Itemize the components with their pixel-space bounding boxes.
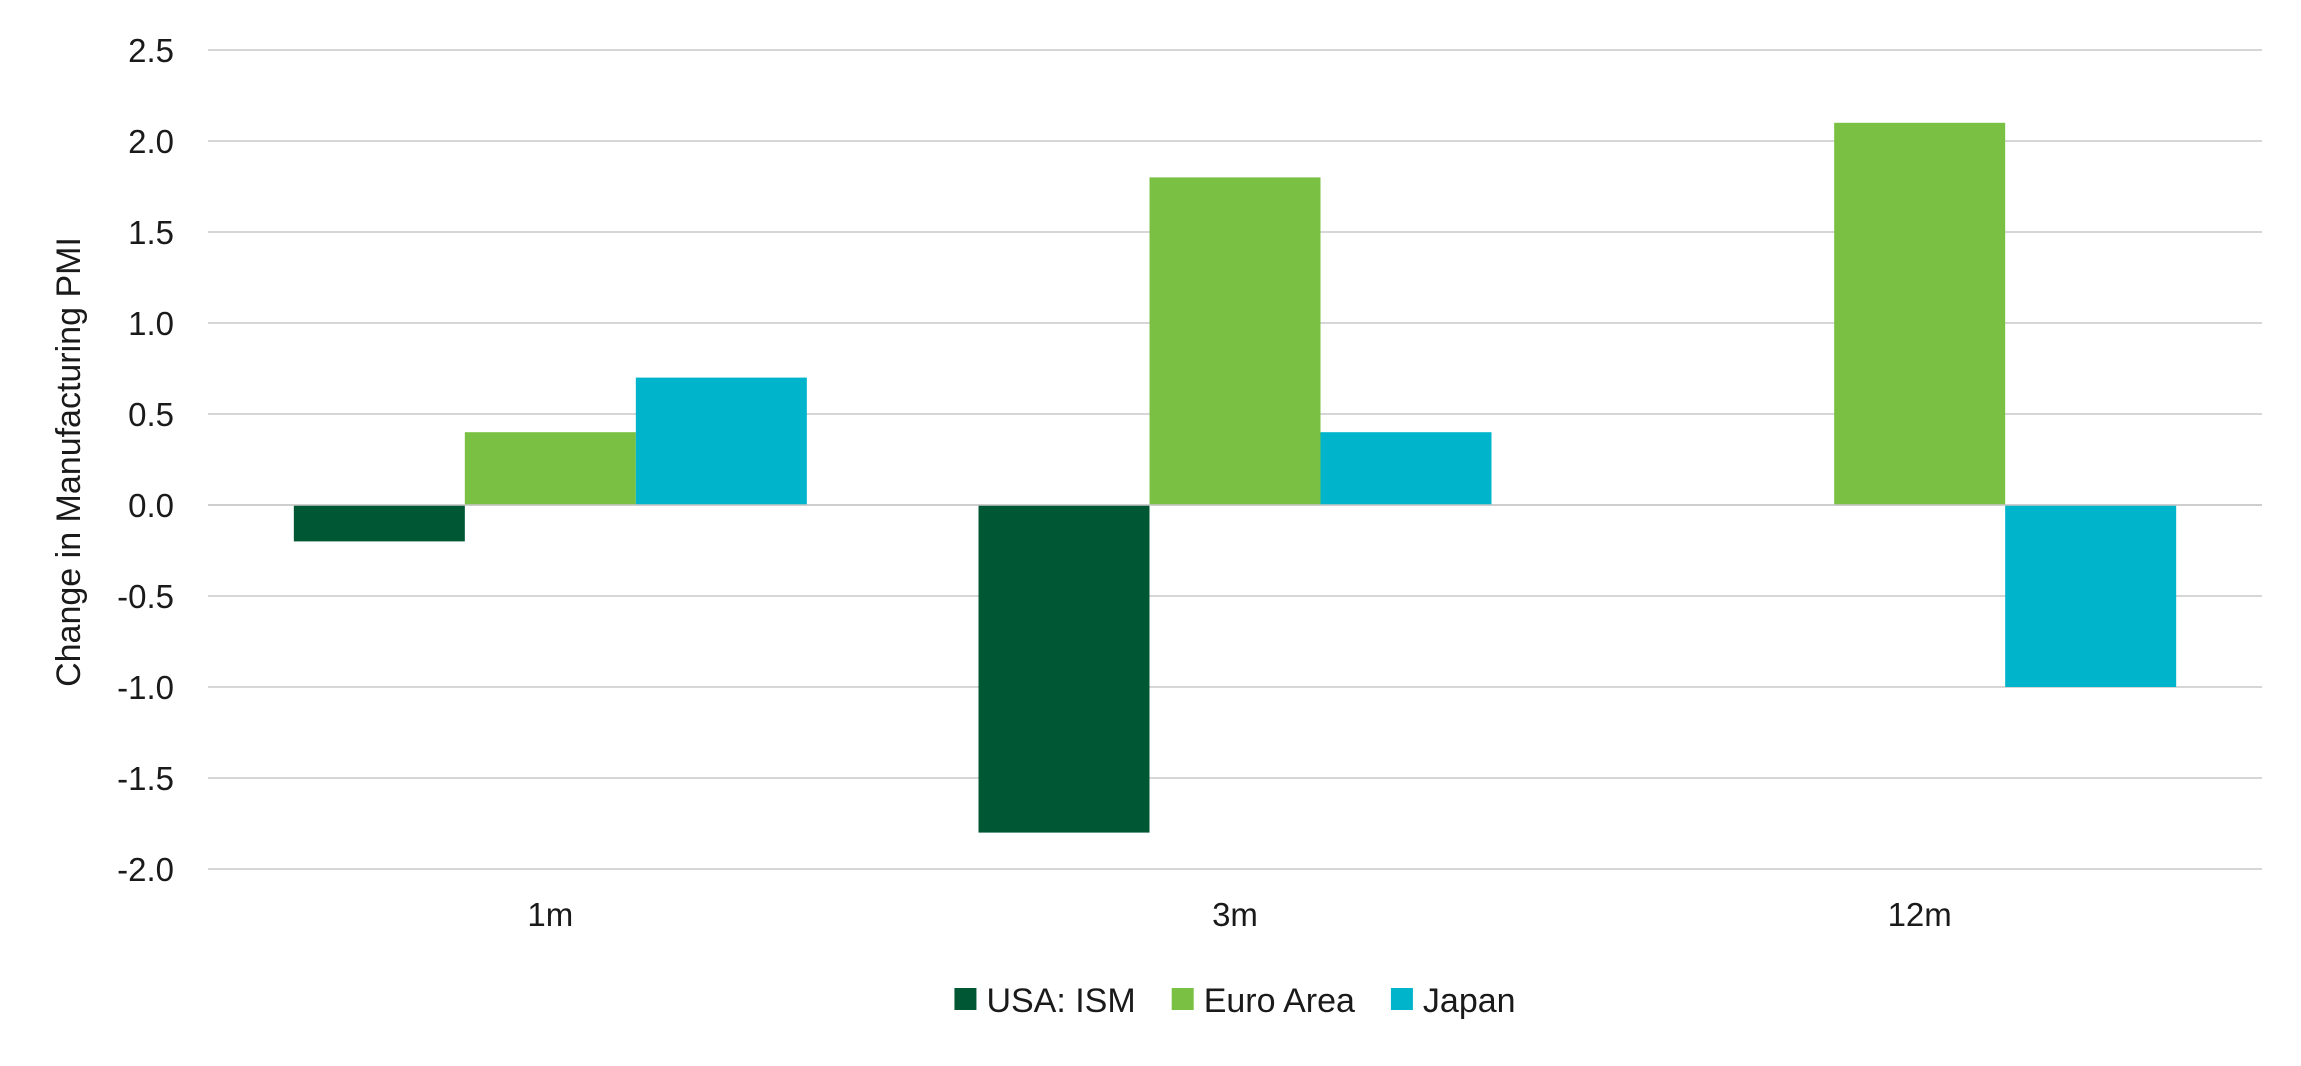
bar-euro-area-1m: [464, 432, 636, 505]
bar-japan-3m: [1320, 432, 1492, 505]
legend-label: USA: ISM: [986, 982, 1135, 1020]
legend-item-euro-area: Euro Area: [1171, 982, 1355, 1020]
x-axis-ticks: 1m 3m 12m: [527, 896, 1951, 933]
y-tick-label: -1.0: [117, 669, 174, 706]
y-axis-title: Change in Manufacturing PMI: [50, 237, 88, 687]
legend-swatch: [954, 988, 977, 1010]
legend-swatch: [1390, 988, 1413, 1010]
y-tick-label: -1.5: [117, 760, 174, 797]
x-tick-label: 1m: [527, 896, 573, 933]
legend: USA: ISM Euro Area Japan: [954, 982, 1516, 1020]
bar-usa-ism-1m: [293, 505, 465, 542]
y-tick-label: 0.0: [128, 487, 174, 524]
y-tick-label: -0.5: [117, 578, 174, 615]
bar-japan-12m: [2005, 505, 2177, 687]
y-tick-label: 1.5: [128, 214, 174, 251]
y-tick-label: 0.5: [128, 396, 174, 433]
bar-euro-area-3m: [1149, 177, 1321, 505]
legend-label: Japan: [1423, 982, 1516, 1020]
y-tick-label: -2.0: [117, 851, 174, 888]
legend-swatch: [1171, 988, 1194, 1010]
y-tick-label: 1.0: [128, 305, 174, 342]
bar-japan-1m: [635, 377, 807, 505]
legend-label: Euro Area: [1204, 982, 1355, 1020]
x-tick-label: 3m: [1212, 896, 1258, 933]
x-tick-label: 12m: [1888, 896, 1952, 933]
bars: [208, 122, 2262, 833]
bar-euro-area-12m: [1834, 122, 2006, 506]
y-tick-label: 2.5: [128, 32, 174, 69]
legend-item-japan: Japan: [1390, 982, 1516, 1020]
bar-usa-ism-3m: [978, 505, 1150, 833]
y-tick-label: 2.0: [128, 123, 174, 160]
legend-item-usa-ism: USA: ISM: [954, 982, 1136, 1020]
y-axis-ticks: 2.5 2.0 1.5 1.0 0.5 0.0 -0.5 -1.0 -1.5 -2.0: [117, 32, 174, 888]
